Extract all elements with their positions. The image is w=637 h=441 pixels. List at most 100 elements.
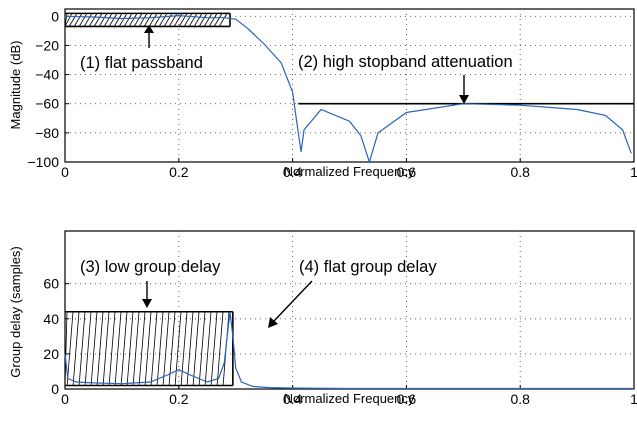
- y-tick-label: 40: [43, 311, 59, 327]
- hatch-line: [153, 13, 163, 27]
- hatch-line: [188, 13, 198, 27]
- magnitude-grid: [65, 9, 634, 162]
- x-tick-label: 0.4: [283, 164, 303, 180]
- hatch-line: [64, 13, 73, 27]
- magnitude-ticks: 0 0.2 0.4 0.6 0.8 1 0 −20 −40 −60 −80 −100: [27, 8, 637, 180]
- group-delay-axes-frame: [64, 230, 635, 390]
- hatch-line: [186, 311, 194, 386]
- x-tick-label: 1: [630, 164, 637, 180]
- annotation-flat-passband: (1) flat passband: [80, 54, 203, 72]
- hatch-line: [118, 13, 128, 27]
- hatch-line: [183, 13, 193, 27]
- group-delay-y-axis-label: Group delay (samples): [8, 246, 23, 378]
- arrow-low-group-delay-head: [142, 299, 152, 308]
- x-tick-label: 0.2: [169, 164, 189, 180]
- hatch-line: [193, 13, 203, 27]
- hatch-line: [208, 13, 218, 27]
- annotation-flat-group-delay: (4) flat group delay: [299, 258, 437, 276]
- hatch-line: [216, 311, 224, 386]
- hatch-line: [78, 311, 86, 386]
- y-tick-label: 0: [51, 8, 59, 24]
- hatch-line: [210, 311, 218, 386]
- y-tick-label: −20: [35, 37, 59, 53]
- y-tick-label: −100: [27, 154, 59, 170]
- hatch-line: [72, 311, 80, 386]
- group-delay-ticks: 0 0.2 0.4 0.6 0.8 1 0 20 40 60: [43, 276, 637, 407]
- hatch-line: [204, 311, 212, 386]
- hatch-line: [88, 13, 98, 27]
- group-delay-line: [64, 311, 634, 390]
- arrow-flat-group-delay-shaft: [273, 280, 313, 322]
- hatch-line: [133, 13, 143, 27]
- hatch-line: [143, 13, 153, 27]
- hatch-line: [108, 13, 118, 27]
- arrow-flat-passband-head: [144, 25, 154, 33]
- hatch-line: [192, 311, 200, 386]
- hatch-line: [78, 13, 88, 27]
- arrow-flat-group-delay-head: [268, 317, 278, 328]
- y-tick-label: −40: [35, 67, 59, 83]
- hatch-line: [64, 311, 68, 386]
- magnitude-response-line: [64, 14, 632, 165]
- y-tick-label: −80: [35, 125, 59, 141]
- hatch-line: [162, 311, 170, 386]
- y-tick-label: 60: [43, 276, 59, 292]
- arrow-stopband-head: [459, 95, 469, 104]
- magnitude-y-axis-label: Magnitude (dB): [8, 41, 23, 130]
- y-tick-label: 0: [51, 381, 59, 397]
- x-tick-label: 1: [630, 391, 637, 407]
- x-tick-label: 0.8: [510, 164, 530, 180]
- hatch-line: [126, 311, 134, 386]
- hatch-line: [98, 13, 108, 27]
- hatch-line: [132, 311, 140, 386]
- annotation-high-stopband: (2) high stopband attenuation: [298, 53, 513, 71]
- magnitude-annotations: (1) flat passband (2) high stopband atte…: [80, 25, 513, 104]
- x-tick-label: 0.4: [283, 391, 303, 407]
- hatch-line: [198, 311, 206, 386]
- group-delay-spec-region: [64, 310, 234, 387]
- hatch-line: [68, 13, 78, 27]
- hatch-line: [73, 13, 83, 27]
- hatch-line: [148, 13, 158, 27]
- hatch-line: [102, 311, 110, 386]
- hatch-line: [103, 13, 113, 27]
- group-delay-annotations: (3) low group delay (4) flat group delay: [80, 258, 437, 328]
- x-tick-label: 0.6: [397, 391, 417, 407]
- magnitude-x-axis-label: Normalized Frequency: [284, 164, 415, 179]
- magnitude-panel: 0 0.2 0.4 0.6 0.8 1 0 −20 −40 −60 −80 −100 (1) flat…: [8, 8, 637, 180]
- group-delay-series: [64, 311, 634, 390]
- hatch-line: [138, 13, 148, 27]
- hatch-line: [180, 311, 188, 386]
- hatch-line: [163, 13, 173, 27]
- hatch-line: [93, 13, 103, 27]
- hatch-line: [218, 13, 228, 27]
- hatch-line: [150, 311, 158, 386]
- hatch-line: [128, 13, 138, 27]
- hatch-line: [113, 13, 123, 27]
- hatch-line: [83, 13, 93, 27]
- annotation-low-group-delay: (3) low group delay: [80, 258, 221, 276]
- hatch-line: [156, 311, 164, 386]
- hatch-line: [198, 13, 208, 27]
- y-tick-label: 20: [43, 346, 59, 362]
- hatch-line: [174, 311, 182, 386]
- group-delay-panel: 0 0.2 0.4 0.6 0.8 1 0 20 40 60 (3) low group dela…: [8, 230, 637, 407]
- x-tick-label: 0.8: [510, 391, 530, 407]
- hatch-line: [213, 13, 223, 27]
- hatch-line: [108, 311, 116, 386]
- hatch-line: [96, 311, 104, 386]
- magnitude-axes-frame: [64, 8, 635, 163]
- hatch-line: [120, 311, 128, 386]
- magnitude-series: [64, 14, 632, 165]
- hatch-line: [64, 13, 68, 27]
- hatch-line: [144, 311, 152, 386]
- hatch-line: [114, 311, 122, 386]
- group-delay-x-axis-label: Normalized Frequency: [284, 391, 415, 406]
- hatch-line: [123, 13, 133, 27]
- hatch-line: [84, 311, 92, 386]
- group-delay-grid: [65, 231, 634, 389]
- hatch-line: [90, 311, 98, 386]
- x-tick-label: 0.6: [397, 164, 417, 180]
- x-tick-label: 0: [61, 391, 69, 407]
